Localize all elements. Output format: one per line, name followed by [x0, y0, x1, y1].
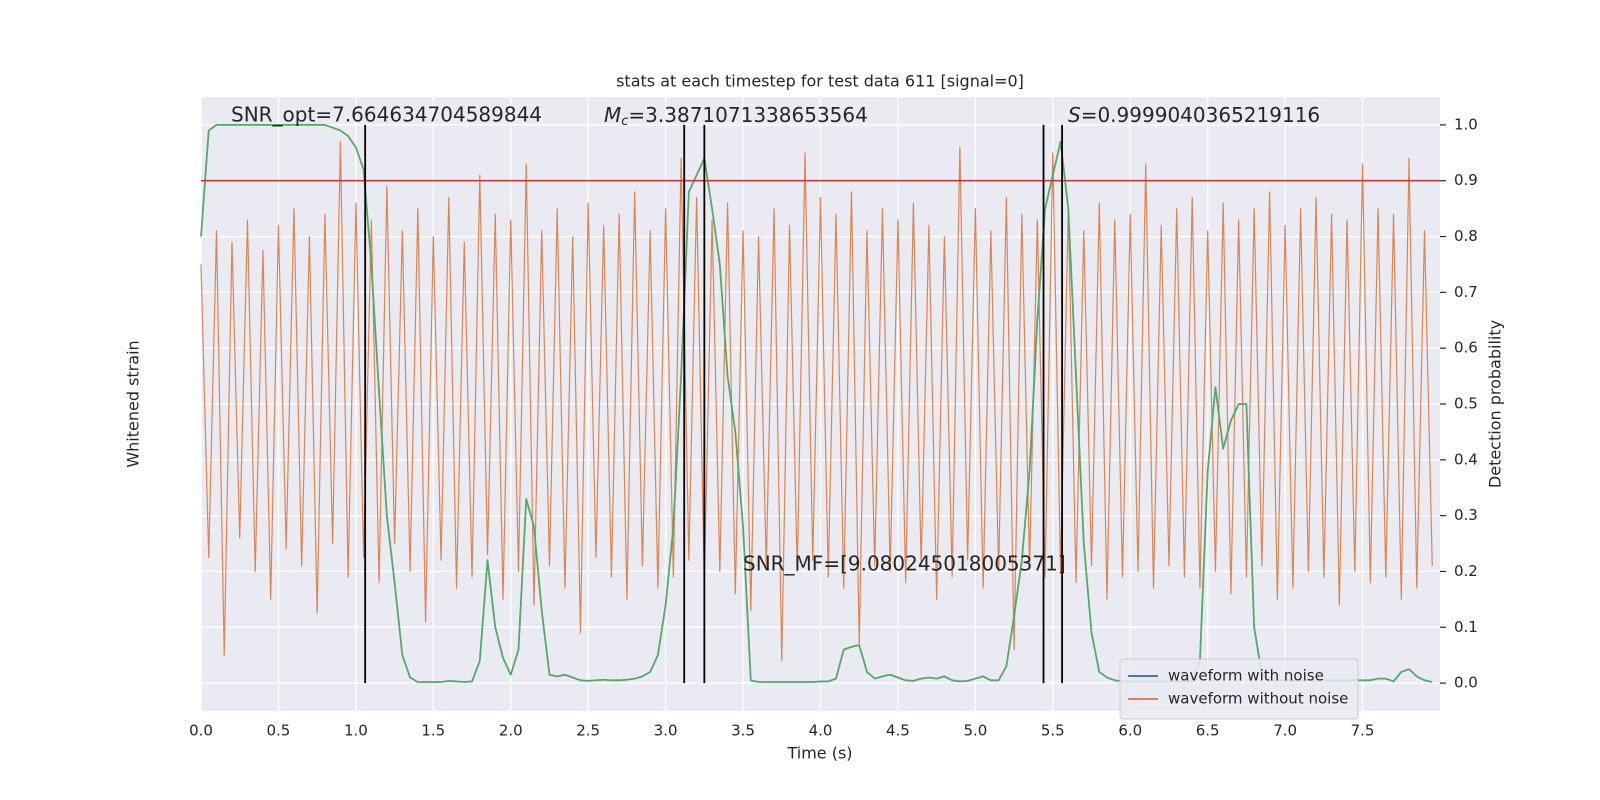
marks	[200, 124, 1440, 684]
x-tick-label: 1.5	[421, 722, 445, 740]
annotation-value: =0.9999040365219116	[1081, 103, 1320, 127]
x-tick-label: 6.0	[1118, 722, 1142, 740]
x-tick-label: 2.0	[499, 722, 523, 740]
x-tick-label: 0.5	[267, 722, 291, 740]
legend: waveform with noise waveform without nois…	[1119, 658, 1359, 720]
legend-label: waveform without noise	[1168, 690, 1348, 708]
x-axis-label: Time (s)	[786, 744, 852, 763]
x-tick-label: 3.0	[654, 722, 678, 740]
y2-tick-label: 0.3	[1454, 506, 1478, 524]
x-tick-label: 2.5	[576, 722, 600, 740]
y2-tick-label: 0.2	[1454, 562, 1478, 580]
legend-label: waveform with noise	[1168, 667, 1324, 685]
x-tick-label: 0.0	[189, 722, 213, 740]
annotation: S=0.9999040365219116	[1068, 103, 1320, 127]
y2-tick-label: 0.8	[1454, 227, 1478, 245]
y2-tick-label: 0.7	[1454, 283, 1478, 301]
x-tick-label: 5.5	[1041, 722, 1065, 740]
y-axis-label: Whitened strain	[124, 340, 143, 467]
x-tick-label: 4.5	[886, 722, 910, 740]
annotation-subscript: c	[621, 114, 628, 129]
y2-axis-label: Detection probability	[1486, 320, 1505, 488]
x-tick-label: 6.5	[1196, 722, 1220, 740]
y2-tick-label: 0.9	[1454, 171, 1478, 189]
y2-tick-label: 0.4	[1454, 450, 1478, 468]
annotation: SNR_opt=7.664634704589844	[231, 103, 542, 127]
x-tick-label: 7.5	[1351, 722, 1375, 740]
y2-tick-label: 0.5	[1454, 395, 1478, 413]
annotation: SNR_MF=[9.080245018005371]	[743, 552, 1066, 576]
x-tick-label: 3.5	[731, 722, 755, 740]
y2-tick-label: 0.6	[1454, 339, 1478, 357]
x-tick-label: 5.0	[963, 722, 987, 740]
series-line	[200, 141, 1433, 662]
x-tick-label: 1.0	[344, 722, 368, 740]
chart-title: stats at each timestep for test data 611…	[616, 72, 1024, 91]
x-tick-label: 4.0	[809, 722, 833, 740]
annotation-symbol: M	[604, 103, 621, 127]
y2-tick-label: 1.0	[1454, 115, 1478, 133]
x-tick-label: 7.0	[1273, 722, 1297, 740]
annotation-value: =3.3871071338653564	[628, 103, 867, 127]
annotation: Mc=3.3871071338653564	[604, 103, 868, 129]
y2-tick-label: 0.1	[1454, 618, 1478, 636]
legend-box	[1119, 658, 1359, 720]
y2-tick-label: 0.0	[1454, 674, 1478, 692]
annotation-symbol: S	[1068, 103, 1081, 127]
series-line	[200, 124, 1433, 683]
